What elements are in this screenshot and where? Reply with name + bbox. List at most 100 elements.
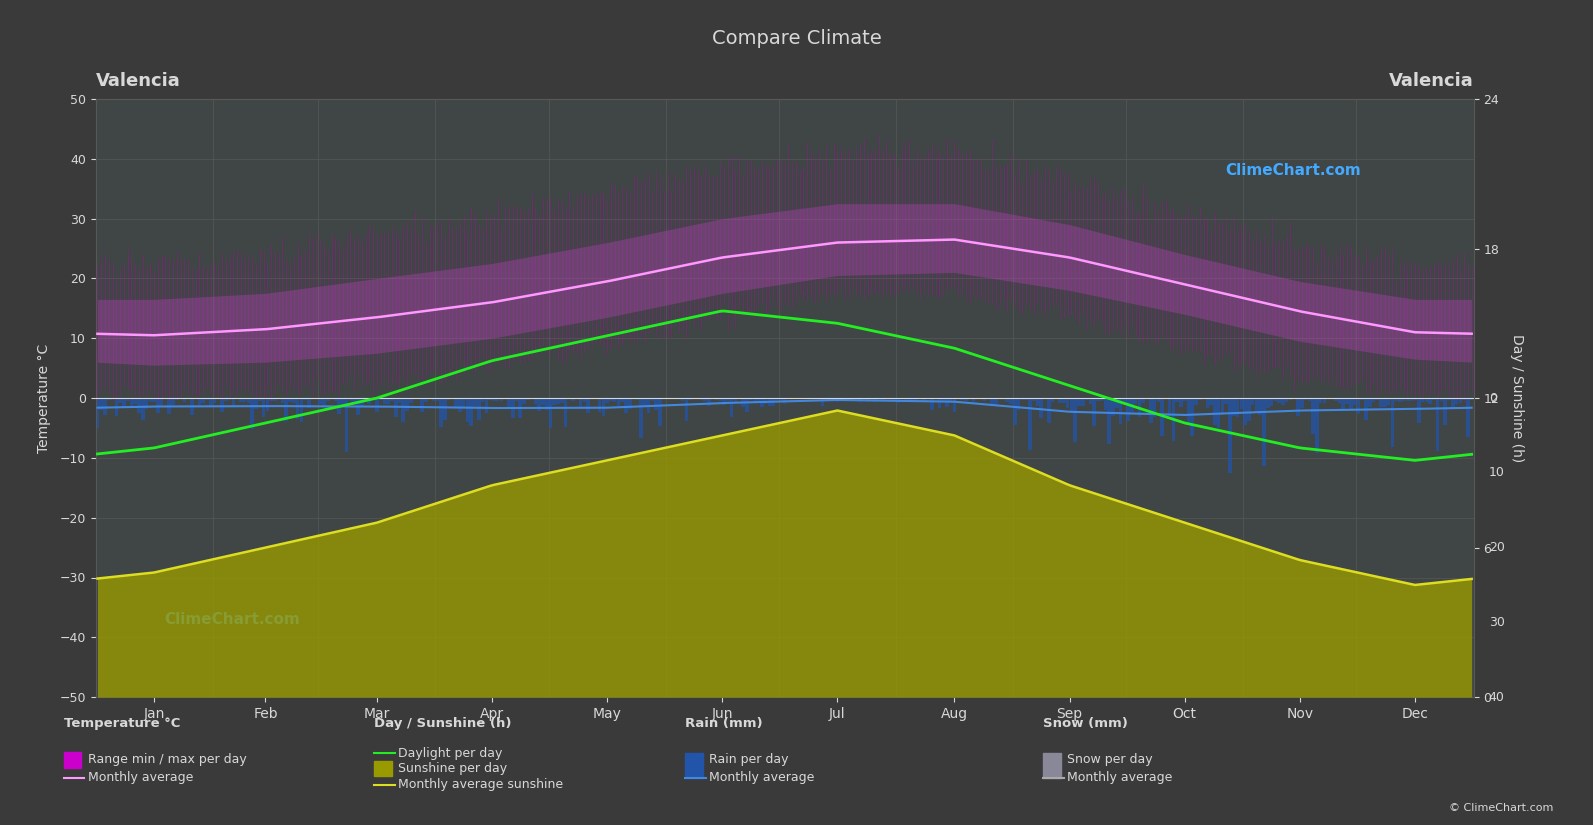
Bar: [1454, 398, 1458, 403]
Bar: [760, 398, 763, 408]
Bar: [840, 398, 843, 400]
Bar: [1021, 398, 1024, 400]
Text: Sunshine per day: Sunshine per day: [398, 762, 508, 776]
Bar: [605, 398, 609, 403]
Text: Monthly average sunshine: Monthly average sunshine: [398, 778, 564, 791]
Bar: [650, 398, 655, 401]
Text: Snow per day: Snow per day: [1067, 753, 1153, 766]
Bar: [266, 398, 269, 411]
Bar: [398, 398, 401, 403]
Bar: [741, 398, 746, 408]
Bar: [409, 398, 413, 403]
Bar: [1413, 398, 1416, 400]
Bar: [357, 398, 360, 415]
Text: Monthly average: Monthly average: [709, 771, 814, 785]
Bar: [1058, 398, 1063, 403]
Bar: [1429, 398, 1432, 403]
Bar: [572, 398, 575, 401]
Bar: [115, 398, 118, 417]
Bar: [765, 398, 768, 404]
Bar: [209, 398, 212, 408]
Bar: [153, 398, 156, 402]
Bar: [1421, 398, 1424, 402]
Bar: [379, 398, 382, 400]
Bar: [911, 398, 914, 403]
Bar: [112, 398, 115, 399]
Bar: [859, 398, 862, 402]
Bar: [812, 398, 817, 399]
Bar: [327, 398, 330, 401]
Bar: [726, 398, 730, 401]
Bar: [1209, 398, 1212, 405]
Bar: [836, 398, 840, 403]
Bar: [537, 398, 542, 412]
Bar: [228, 398, 231, 399]
Bar: [1027, 398, 1032, 450]
Bar: [779, 398, 782, 400]
Bar: [586, 398, 589, 412]
Bar: [945, 398, 949, 407]
Bar: [1187, 398, 1190, 423]
Bar: [1316, 398, 1319, 453]
Bar: [680, 398, 685, 401]
Bar: [440, 398, 443, 427]
Bar: [99, 398, 104, 410]
Bar: [1391, 398, 1394, 447]
Bar: [892, 398, 895, 401]
Bar: [363, 398, 368, 402]
Bar: [1195, 398, 1198, 405]
Bar: [1281, 398, 1284, 405]
Bar: [1289, 398, 1292, 400]
Bar: [1005, 398, 1008, 402]
Bar: [578, 398, 583, 408]
Bar: [1278, 398, 1281, 403]
Bar: [159, 398, 164, 404]
Bar: [1300, 398, 1303, 408]
Bar: [832, 398, 835, 400]
Bar: [156, 398, 159, 412]
Bar: [1341, 398, 1344, 409]
Bar: [1013, 398, 1016, 425]
Bar: [1134, 398, 1137, 404]
Bar: [1440, 398, 1443, 402]
Bar: [299, 398, 303, 422]
Bar: [1470, 398, 1474, 400]
Bar: [349, 398, 352, 401]
Text: Valencia: Valencia: [1389, 72, 1474, 90]
Bar: [768, 398, 771, 406]
Bar: [722, 398, 726, 404]
Bar: [1040, 398, 1043, 418]
Bar: [782, 398, 787, 403]
Bar: [484, 398, 487, 412]
Bar: [609, 398, 613, 401]
Bar: [322, 398, 327, 405]
Bar: [205, 398, 209, 400]
Bar: [1171, 398, 1176, 441]
Bar: [523, 398, 526, 403]
Bar: [688, 398, 691, 399]
Bar: [1016, 398, 1021, 410]
Bar: [489, 398, 492, 400]
Bar: [515, 398, 518, 401]
Bar: [548, 398, 553, 428]
Bar: [1225, 398, 1228, 404]
Bar: [96, 398, 99, 428]
Bar: [1446, 398, 1451, 400]
Bar: [303, 398, 307, 400]
Bar: [851, 398, 854, 399]
Bar: [561, 398, 564, 403]
Bar: [1266, 398, 1270, 408]
Bar: [707, 398, 710, 406]
Bar: [1069, 398, 1074, 412]
Bar: [1418, 398, 1421, 423]
Bar: [470, 398, 473, 426]
Bar: [1099, 398, 1104, 401]
Bar: [198, 398, 201, 405]
Bar: [746, 398, 749, 412]
Bar: [1424, 398, 1429, 402]
Bar: [1142, 398, 1145, 403]
Bar: [451, 398, 454, 399]
Bar: [542, 398, 545, 404]
Bar: [511, 398, 515, 417]
Bar: [1201, 398, 1206, 399]
